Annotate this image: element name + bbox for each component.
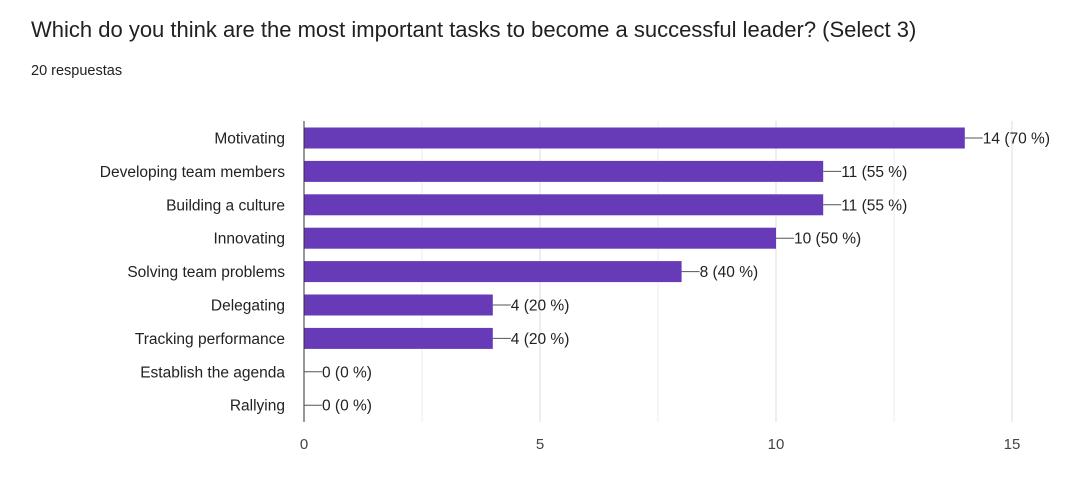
x-tick-label: 0 (300, 436, 308, 453)
data-label: 8 (40 %) (700, 264, 759, 281)
x-tick-label: 10 (768, 436, 785, 453)
category-label: Developing team members (100, 164, 285, 181)
data-label: 14 (70 %) (983, 131, 1050, 148)
data-label: 11 (55 %) (841, 164, 907, 181)
data-label: 11 (55 %) (841, 197, 907, 214)
data-label: 4 (20 %) (511, 331, 570, 348)
x-tick-label: 5 (536, 436, 544, 453)
category-label: Tracking performance (135, 331, 285, 348)
data-label: 4 (20 %) (511, 298, 570, 315)
category-label: Building a culture (166, 197, 285, 214)
bar[interactable] (304, 294, 493, 316)
bar[interactable] (304, 194, 824, 216)
bar[interactable] (304, 127, 965, 149)
label-layer: 0 5 10 15 14 (70 %) Motivating 11 (55 %) Develo… (100, 131, 1050, 454)
data-label: 0 (0 %) (322, 398, 372, 415)
x-tick-label: 15 (1004, 436, 1021, 453)
question-title: Which do you think are the most importan… (31, 17, 917, 42)
bar[interactable] (304, 160, 824, 182)
bar-layer (304, 127, 965, 349)
category-label: Innovating (213, 231, 285, 248)
category-label: Rallying (230, 398, 285, 415)
category-label: Establish the agenda (140, 364, 285, 381)
response-count: 20 respuestas (31, 63, 123, 79)
data-label: 10 (50 %) (794, 231, 861, 248)
bar[interactable] (304, 227, 776, 249)
bar[interactable] (304, 261, 682, 283)
category-label: Solving team problems (127, 264, 285, 281)
data-label: 0 (0 %) (322, 364, 372, 381)
bar[interactable] (304, 327, 493, 349)
category-label: Motivating (214, 131, 285, 148)
category-label: Delegating (211, 298, 285, 315)
